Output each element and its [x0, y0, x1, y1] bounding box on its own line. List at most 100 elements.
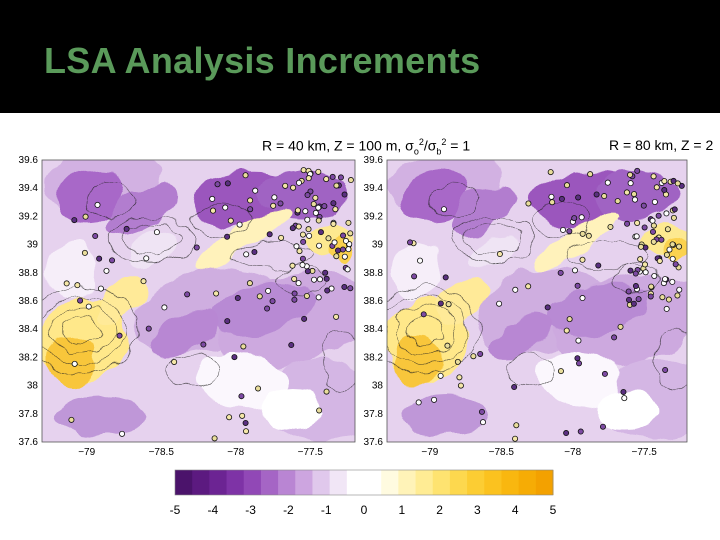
observation-marker: [632, 283, 639, 290]
observation-marker: [634, 219, 641, 226]
observation-marker: [512, 286, 519, 293]
observation-marker: [324, 287, 331, 294]
panel-1-title-z: Z = 100 m,: [333, 137, 406, 154]
observation-marker: [661, 187, 668, 194]
colorbar-cell: [364, 470, 382, 495]
observation-marker: [337, 174, 344, 181]
observation-marker: [415, 399, 422, 406]
observation-marker: [222, 204, 229, 211]
colorbar-tick-label: -2: [283, 503, 294, 517]
observation-marker: [238, 393, 245, 400]
y-tick-label: 39: [372, 240, 384, 251]
purple-region: [402, 168, 468, 222]
y-tick-label: 38.2: [364, 352, 384, 363]
observation-marker: [437, 300, 444, 307]
observation-marker: [649, 217, 656, 224]
slide-title: LSA Analysis Increments: [44, 40, 481, 81]
title-tail: = 1: [446, 137, 471, 154]
observation-marker: [74, 282, 81, 289]
observation-marker: [294, 207, 301, 214]
observation-marker: [656, 258, 663, 265]
colorbar-cell: [501, 470, 520, 495]
observation-marker: [611, 334, 618, 341]
observation-marker: [479, 419, 486, 426]
observation-marker: [595, 262, 602, 269]
observation-marker: [340, 232, 347, 239]
observation-marker: [444, 342, 451, 349]
colorbar-labels: -5 -4 -3 -2 -1 0 1 2 3 4 5: [170, 503, 557, 517]
observation-marker: [323, 176, 330, 183]
observation-marker: [295, 223, 302, 230]
observation-marker: [557, 269, 564, 276]
observation-marker: [601, 193, 608, 200]
observation-marker: [243, 428, 250, 435]
observation-marker: [578, 214, 585, 221]
x-tick-label: −78.5: [489, 447, 515, 458]
colorbar-cell: [518, 470, 537, 495]
observation-marker: [325, 235, 332, 242]
observation-marker: [266, 231, 273, 238]
observation-marker: [264, 305, 271, 312]
observation-marker: [560, 226, 567, 233]
observation-marker: [269, 298, 276, 305]
colorbar-cell: [449, 470, 468, 495]
colorbar-tick-label: 5: [550, 503, 557, 517]
y-tick-label: 38.2: [19, 352, 39, 363]
observation-marker: [331, 239, 338, 246]
observation-marker: [103, 267, 110, 274]
observation-marker: [334, 247, 341, 254]
observation-marker: [445, 301, 452, 308]
observation-marker: [299, 261, 306, 268]
sup-o: 2: [418, 137, 424, 147]
x-tick-label: −78: [227, 447, 244, 458]
observation-marker: [575, 194, 582, 201]
observation-marker: [304, 192, 311, 199]
observation-marker: [213, 290, 220, 297]
observation-marker: [109, 257, 116, 264]
observation-marker: [85, 303, 92, 310]
white-region: [597, 390, 656, 430]
colorbar-cell: [226, 470, 245, 495]
observation-marker: [92, 233, 99, 240]
contour-line: [121, 225, 183, 255]
observation-marker: [585, 232, 592, 239]
x-tick-label: −77.5: [631, 447, 657, 458]
observation-marker: [512, 435, 519, 442]
observation-marker: [670, 214, 677, 221]
y-tick-label: 38.6: [364, 296, 384, 307]
observation-marker: [63, 280, 70, 287]
observation-marker: [647, 293, 654, 300]
colorbar-cell: [398, 470, 417, 495]
observation-marker: [525, 200, 532, 207]
observation-marker: [209, 195, 216, 202]
observation-marker: [347, 285, 354, 292]
observation-marker: [256, 293, 263, 300]
observation-marker: [661, 178, 668, 185]
observation-marker: [305, 175, 312, 182]
observation-marker: [96, 255, 103, 262]
colorbar-tick-label: -1: [321, 503, 332, 517]
observation-marker: [651, 198, 658, 205]
observation-marker: [601, 370, 608, 377]
colorbar-cell: [209, 470, 228, 495]
observation-marker: [304, 216, 311, 223]
x-tick-label: −78.5: [149, 447, 175, 458]
observation-marker: [579, 256, 586, 263]
observation-marker: [321, 203, 328, 210]
observation-marker: [305, 226, 312, 233]
observation-marker: [296, 248, 303, 255]
observation-marker: [640, 202, 647, 209]
white-region: [129, 231, 175, 269]
observation-marker: [637, 243, 644, 250]
colorbar-cell: [329, 470, 348, 495]
observation-marker: [332, 206, 339, 213]
observation-marker: [312, 209, 319, 216]
colorbar-cell: [467, 470, 485, 495]
observation-marker: [240, 343, 247, 350]
observation-marker: [289, 225, 296, 232]
observation-marker: [333, 253, 340, 260]
y-tick-label: 38: [27, 381, 39, 392]
observation-marker: [344, 266, 351, 273]
purple-region: [57, 395, 147, 435]
